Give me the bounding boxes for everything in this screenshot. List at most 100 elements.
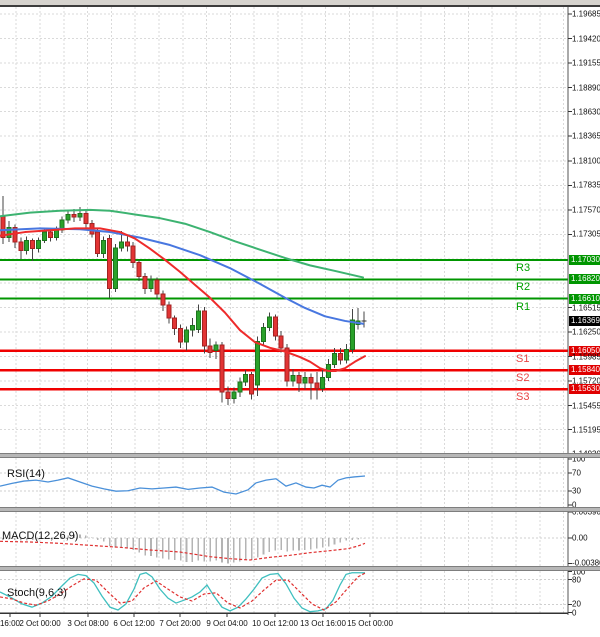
x-axis-label: 15 Oct 00:00 [347,619,393,628]
rsi-line [0,475,366,495]
bear-candle [18,241,24,252]
current-price-tag: 1.16369 [569,316,600,327]
bull-candle [320,376,326,390]
sr-label-s1: S1 [516,352,530,365]
bull-candle [36,239,42,250]
price-axis-tick: 1.19155 [572,58,600,68]
bull-candle [101,239,107,254]
price-axis-tick: 1.18100 [572,156,600,166]
bull-candle [260,326,266,342]
x-axis-label: 10 Oct 12:00 [252,619,298,628]
sr-label-r3: R3 [516,261,531,274]
bear-candle [201,310,207,347]
bull-candle [24,239,30,252]
bull-candle [65,213,71,221]
bear-candle [30,239,36,250]
bear-candle [47,231,53,239]
rsi-axis-tick: 0 [572,500,577,510]
bear-candle [95,231,101,254]
bull-candle [189,325,195,331]
bear-candle [178,327,184,343]
rsi-axis-tick: 30 [572,486,581,496]
stoch-axis-tick: 0 [572,608,577,617]
bear-candle [272,316,278,337]
panel-separator[interactable] [0,507,600,512]
chart-top-border [0,5,600,7]
price-axis-tick: 1.17835 [572,180,600,190]
sr-price-tag-r1: 1.16610 [569,293,600,304]
sr-label-s2: S2 [516,372,530,385]
bear-candle [296,375,302,384]
bull-candle [290,375,296,382]
bear-candle [142,276,148,290]
panel-separator[interactable] [0,453,600,458]
stoch-axis-tick: 100 [572,567,586,576]
fast-ma-line [0,227,366,372]
bear-candle [107,238,113,290]
bear-candle [136,262,142,278]
x-axis-label: 7 Oct 20:00 [159,619,201,628]
bull-candle [332,352,338,365]
bear-candle [314,382,320,390]
bear-candle [219,344,225,393]
bear-candle [308,376,314,384]
price-axis-tick: 1.18630 [572,107,600,117]
window-top-strip [0,0,600,5]
x-axis-label: 6 Oct 12:00 [113,619,155,628]
bear-candle [284,347,290,382]
rsi-indicator-label: RSI(14) [7,468,45,480]
price-axis-tick: 1.18890 [572,83,600,93]
bear-candle [166,304,172,319]
stoch-axis-tick: 80 [572,575,581,585]
bull-candle [255,340,261,386]
price-axis-tick: 1.17305 [572,229,600,239]
price-axis-tick: 1.16250 [572,327,600,337]
medium-ma-line [0,227,364,325]
sr-price-tag-r2: 1.16820 [569,274,600,285]
bull-candle [6,226,12,239]
bull-candle [231,391,237,400]
bull-candle [213,344,219,352]
price-axis-tick: 1.17570 [572,205,600,215]
bear-candle [83,213,89,225]
price-axis-tick: 1.18365 [572,131,600,141]
bear-candle [278,335,284,349]
sr-label-s3: S3 [516,391,530,404]
price-axis-tick: 1.15720 [572,376,600,386]
bear-candle [160,293,166,306]
macd-signal-line [0,540,366,561]
bull-candle [195,310,201,330]
slow-ma-line [0,208,364,279]
stoch-d-line [0,572,366,611]
stoch-indicator-label: Stoch(9,6,3) [7,587,67,599]
bear-candle [154,279,160,295]
sr-price-tag-s1: 1.16050 [569,345,600,356]
bull-candle [148,279,154,290]
bull-candle [112,247,118,290]
bull-candle [302,376,308,384]
panel-separator[interactable] [0,566,600,571]
bull-candle [266,316,272,328]
x-axis-label: 16:00 [0,619,21,628]
bear-candle [225,391,231,400]
x-axis-label: 2 Oct 00:00 [19,619,61,628]
bull-candle [243,374,249,383]
bear-candle [172,317,178,329]
bull-candle [118,241,124,249]
x-axis-label: 9 Oct 04:00 [206,619,248,628]
x-axis-label: 13 Oct 16:00 [300,619,346,628]
bull-candle [53,229,59,239]
macd-axis-tick: -0.003807 [572,558,600,568]
sr-label-r1: R1 [516,300,531,313]
price-axis-tick: 1.15985 [572,352,600,362]
stoch-axis-tick: 20 [572,599,581,609]
sr-price-tag-s2: 1.15840 [569,365,600,376]
bull-candle [77,213,83,218]
bear-candle [337,352,343,361]
bull-candle [237,381,243,393]
sr-price-tag-s3: 1.15630 [569,384,600,395]
price-axis-tick: 1.15455 [572,401,600,411]
price-axis-tick: 1.19685 [572,9,600,19]
